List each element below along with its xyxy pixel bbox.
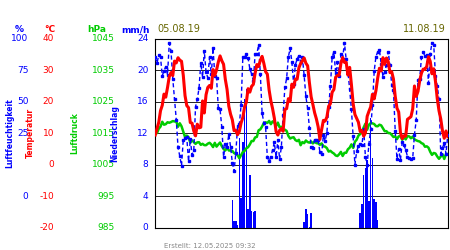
Bar — [307, 214, 308, 228]
Bar — [246, 89, 247, 228]
Text: 995: 995 — [98, 192, 115, 200]
Bar — [363, 175, 365, 228]
Bar — [251, 211, 252, 228]
Text: °C: °C — [44, 26, 55, 35]
Bar — [370, 118, 371, 228]
Text: 1015: 1015 — [92, 128, 115, 138]
Text: 50: 50 — [17, 97, 28, 106]
Bar — [305, 209, 306, 228]
Bar — [366, 160, 368, 228]
Bar — [254, 211, 256, 228]
Text: 12: 12 — [137, 128, 148, 138]
Bar — [377, 220, 378, 228]
Text: 40: 40 — [43, 34, 54, 43]
Bar — [360, 213, 361, 228]
Bar — [249, 175, 251, 228]
Text: Erstellt: 12.05.2025 09:32: Erstellt: 12.05.2025 09:32 — [164, 243, 256, 249]
Bar — [361, 204, 363, 228]
Text: mm/h: mm/h — [121, 26, 149, 35]
Bar — [248, 209, 249, 228]
Text: 4: 4 — [143, 192, 148, 200]
Bar — [238, 138, 240, 228]
Text: 0: 0 — [143, 223, 148, 232]
Bar — [242, 142, 243, 228]
Bar — [310, 213, 312, 228]
Text: 1025: 1025 — [92, 97, 115, 106]
Bar — [368, 201, 369, 228]
Bar — [237, 225, 239, 228]
Bar — [252, 212, 254, 228]
Text: 0: 0 — [22, 192, 28, 200]
Text: %: % — [15, 26, 24, 35]
Text: 100: 100 — [11, 34, 28, 43]
Bar — [240, 198, 242, 228]
Text: 16: 16 — [137, 97, 148, 106]
Text: 25: 25 — [17, 128, 28, 138]
Text: Temperatur: Temperatur — [26, 108, 35, 158]
Text: Luftdruck: Luftdruck — [70, 112, 79, 154]
Text: 75: 75 — [17, 66, 28, 75]
Text: Luftfeuchtigkeit: Luftfeuchtigkeit — [5, 98, 14, 168]
Bar — [372, 158, 373, 228]
Bar — [375, 202, 377, 228]
Text: 05.08.19: 05.08.19 — [158, 24, 200, 34]
Text: 985: 985 — [98, 223, 115, 232]
Text: Niederschlag: Niederschlag — [110, 105, 119, 162]
Text: 0: 0 — [48, 160, 54, 169]
Text: -10: -10 — [39, 192, 54, 200]
Bar — [235, 222, 237, 228]
Text: -20: -20 — [40, 223, 54, 232]
Bar — [232, 200, 233, 228]
Bar — [234, 221, 235, 228]
Text: 24: 24 — [137, 34, 148, 43]
Text: 1045: 1045 — [92, 34, 115, 43]
Text: 10: 10 — [42, 128, 54, 138]
Text: 1005: 1005 — [92, 160, 115, 169]
Text: 20: 20 — [137, 66, 148, 75]
Bar — [364, 168, 366, 228]
Bar — [244, 98, 245, 228]
Text: 11.08.19: 11.08.19 — [403, 24, 446, 34]
Text: 30: 30 — [42, 66, 54, 75]
Bar — [374, 199, 375, 228]
Text: 1035: 1035 — [92, 66, 115, 75]
Bar — [303, 222, 305, 228]
Text: hPa: hPa — [87, 26, 106, 35]
Text: 20: 20 — [43, 97, 54, 106]
Text: 8: 8 — [143, 160, 148, 169]
